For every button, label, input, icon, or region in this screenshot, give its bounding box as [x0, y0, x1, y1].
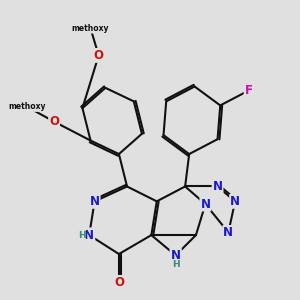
Text: N: N [84, 229, 94, 242]
Text: N: N [230, 195, 240, 208]
Text: methoxy: methoxy [8, 102, 46, 111]
Text: N: N [84, 229, 94, 242]
Text: N: N [90, 195, 100, 208]
Text: N: N [213, 180, 223, 193]
Text: H: H [78, 231, 86, 240]
Text: O: O [49, 115, 59, 128]
Text: N: N [171, 249, 181, 262]
Text: N: N [224, 226, 233, 239]
Text: O: O [114, 276, 124, 289]
Text: H: H [172, 260, 179, 269]
Text: O: O [94, 49, 104, 62]
Text: F: F [244, 84, 253, 97]
Text: N: N [171, 249, 181, 262]
Text: N: N [200, 197, 210, 211]
Text: methoxy: methoxy [72, 24, 109, 33]
